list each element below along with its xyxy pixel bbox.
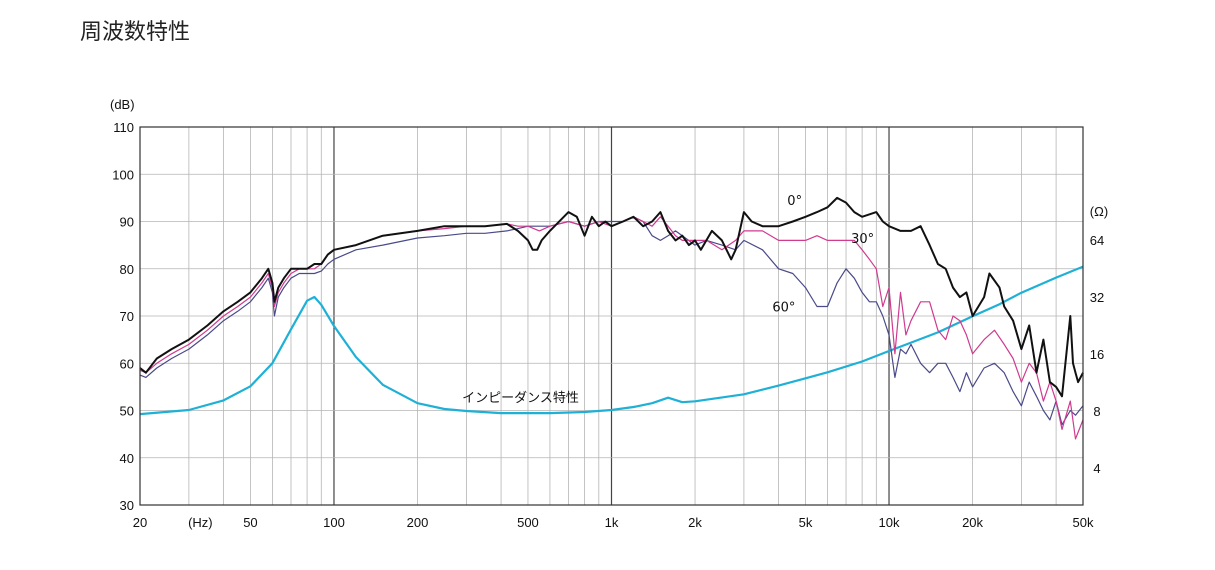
x-tick-label: 20k [962,515,983,530]
x-tick-label: 500 [517,515,539,530]
series-line-impedance [139,265,1084,416]
series-line-60deg [139,216,1084,426]
annotation-label: インピーダンス特性 [462,391,579,406]
annotations: 0° 30° 60° インピーダンス特性 [462,194,874,406]
y-tick-label: 50 [120,404,134,419]
x-axis-unit: (Hz) [188,515,213,530]
x-tick-label: 10k [879,515,900,530]
x-tick-label: 20 [133,515,147,530]
annotation-label: 0° [787,194,802,209]
y-tick-label: 100 [112,167,134,182]
annotation-label: 30° [851,232,874,247]
x-tick-label: 200 [407,515,429,530]
y-tick-label: 60 [120,356,134,371]
series-lines [139,196,1084,440]
series-line-30deg [139,216,1084,440]
x-tick-label: 50 [243,515,257,530]
y-tick-label: 40 [120,451,134,466]
y-tick-label: 80 [120,262,134,277]
y-tick-label: 110 [113,120,134,135]
y-tick-label: 70 [120,309,134,324]
y2-tick-label: 4 [1093,461,1100,476]
y2-tick-label: 8 [1093,404,1100,419]
x-tick-label: 2k [688,515,702,530]
tick-labels: 30 40 50 60 70 80 90 100 110 20 50 100 200 500 1k 2k 5k 1… [110,97,1108,530]
y2-tick-label: 32 [1090,290,1104,305]
annotation-label: 60° [772,300,795,315]
x-tick-label: 5k [799,515,813,530]
page-title: 周波数特性 [80,20,191,45]
series-line-0deg [139,196,1084,398]
x-tick-label: 100 [323,515,345,530]
x-tick-label: 50k [1073,515,1094,530]
y-tick-label: 90 [120,215,134,230]
grid [139,126,1084,506]
y2-tick-label: 64 [1090,233,1104,248]
plot-frame [139,126,1084,506]
y-axis-unit: (dB) [110,97,135,112]
x-tick-label: 1k [605,515,619,530]
y2-axis-unit: (Ω) [1090,204,1108,219]
y2-tick-label: 16 [1090,347,1104,362]
y-tick-label: 30 [120,498,134,513]
